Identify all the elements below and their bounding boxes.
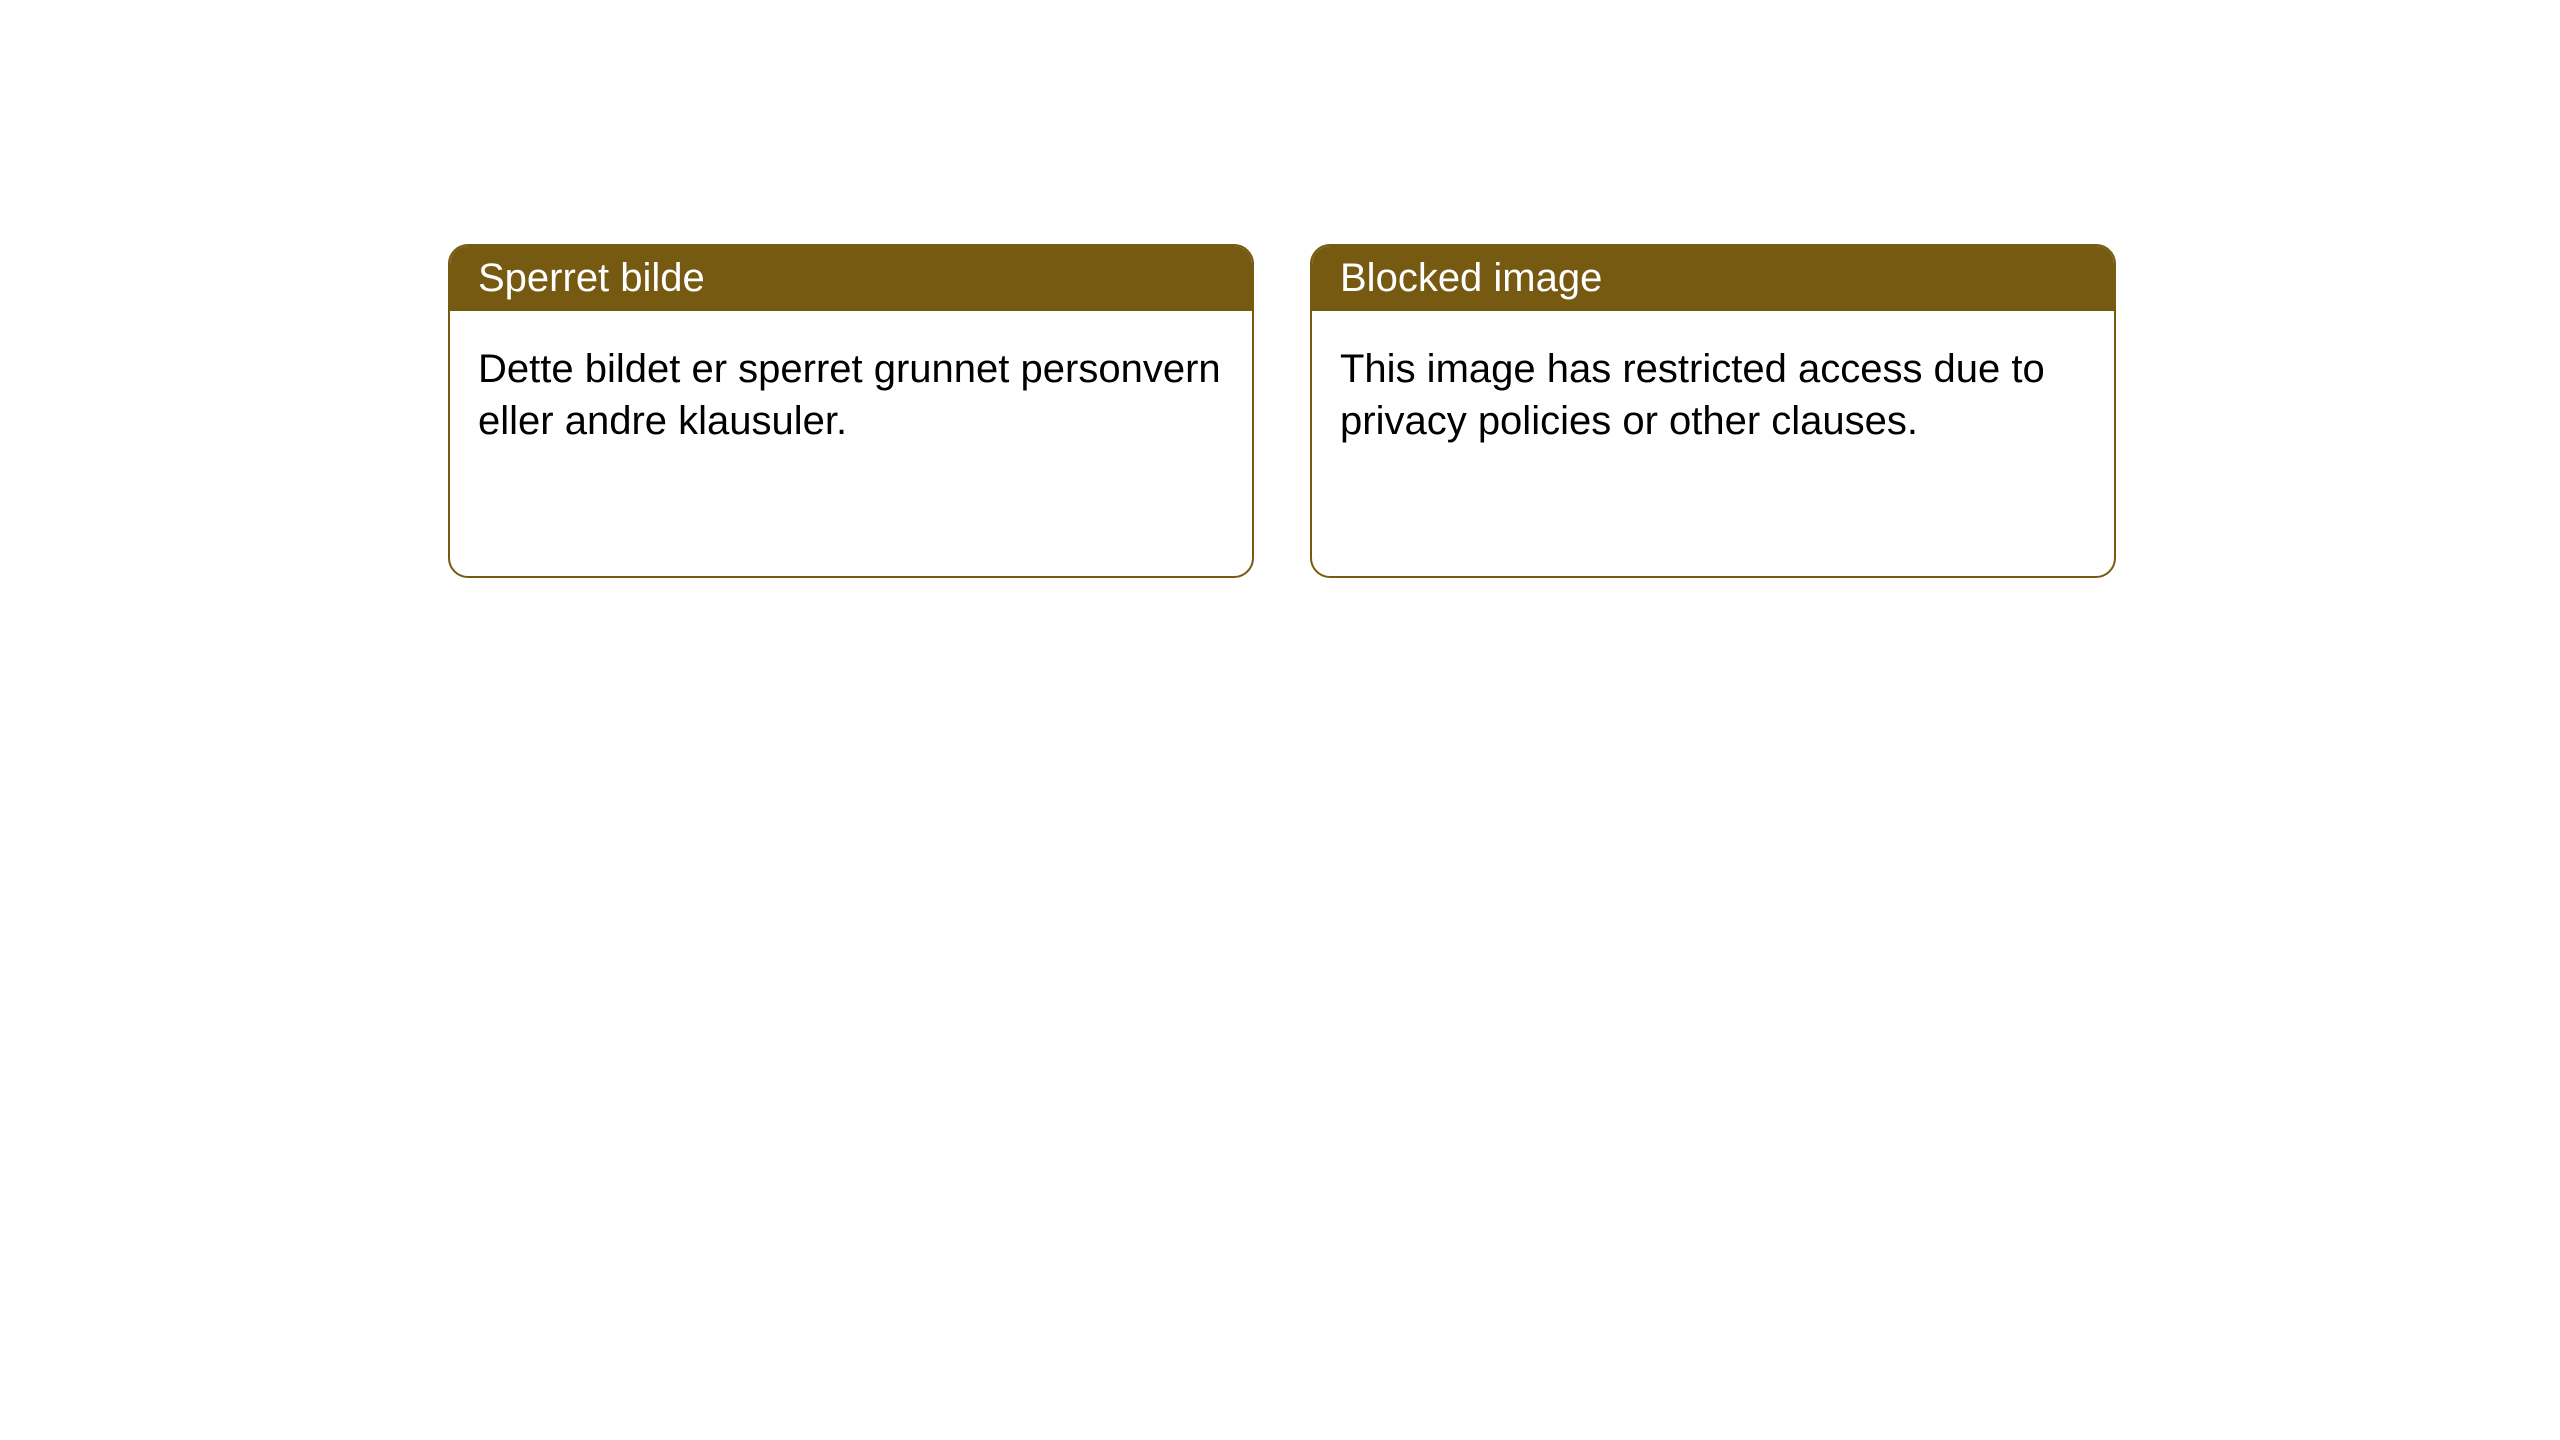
- notice-header: Blocked image: [1312, 246, 2114, 311]
- notice-card-english: Blocked image This image has restricted …: [1310, 244, 2116, 578]
- notice-cards-container: Sperret bilde Dette bildet er sperret gr…: [0, 0, 2560, 578]
- notice-header: Sperret bilde: [450, 246, 1252, 311]
- notice-body: This image has restricted access due to …: [1312, 311, 2114, 479]
- notice-card-norwegian: Sperret bilde Dette bildet er sperret gr…: [448, 244, 1254, 578]
- notice-body: Dette bildet er sperret grunnet personve…: [450, 311, 1252, 479]
